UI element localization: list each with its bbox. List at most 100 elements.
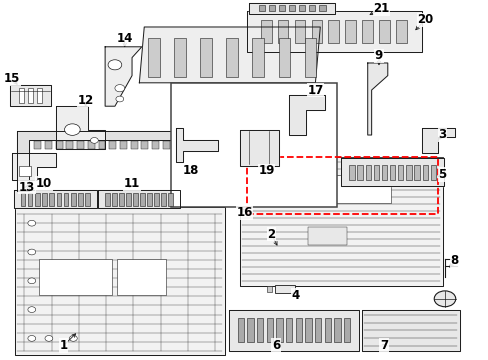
Bar: [174, 38, 185, 77]
Bar: [307, 227, 346, 245]
Bar: [39, 259, 112, 295]
Bar: [288, 5, 295, 11]
Circle shape: [115, 85, 124, 92]
Polygon shape: [15, 207, 224, 355]
Text: 11: 11: [123, 177, 140, 190]
Text: 8: 8: [450, 255, 458, 267]
Bar: [133, 193, 137, 206]
Bar: [357, 165, 362, 180]
Text: 20: 20: [416, 13, 433, 26]
Bar: [161, 193, 165, 206]
Text: 5: 5: [438, 168, 446, 181]
Text: 17: 17: [306, 84, 323, 96]
Bar: [311, 20, 322, 43]
Bar: [28, 88, 33, 103]
Bar: [49, 193, 54, 206]
Bar: [334, 318, 340, 342]
Polygon shape: [367, 63, 387, 135]
Bar: [154, 193, 159, 206]
Bar: [373, 165, 378, 180]
Bar: [397, 165, 403, 180]
Bar: [237, 318, 244, 342]
Bar: [276, 318, 282, 342]
Bar: [378, 20, 389, 43]
Bar: [126, 193, 130, 206]
Bar: [365, 165, 370, 180]
Bar: [389, 165, 394, 180]
Bar: [77, 141, 84, 149]
Bar: [285, 318, 292, 342]
Bar: [147, 193, 151, 206]
Text: 15: 15: [4, 72, 20, 85]
Bar: [42, 193, 47, 206]
Bar: [247, 318, 253, 342]
Bar: [278, 38, 290, 77]
Circle shape: [108, 60, 122, 70]
Bar: [140, 193, 144, 206]
Polygon shape: [105, 47, 142, 106]
Circle shape: [28, 249, 36, 255]
Bar: [277, 20, 288, 43]
Bar: [348, 165, 354, 180]
Bar: [257, 318, 263, 342]
Bar: [406, 165, 411, 180]
Polygon shape: [239, 130, 278, 166]
Bar: [117, 259, 166, 295]
Circle shape: [90, 138, 98, 143]
Bar: [20, 193, 25, 206]
Polygon shape: [341, 158, 443, 186]
Bar: [34, 141, 41, 149]
Bar: [345, 20, 355, 43]
Text: 7: 7: [379, 339, 387, 352]
Text: 19: 19: [258, 165, 274, 177]
Circle shape: [69, 336, 77, 341]
Text: 10: 10: [36, 177, 52, 190]
Bar: [112, 193, 116, 206]
Polygon shape: [239, 157, 442, 286]
Text: 1: 1: [60, 339, 67, 352]
Bar: [152, 141, 159, 149]
Text: 9: 9: [374, 49, 382, 62]
Text: 16: 16: [236, 206, 252, 219]
Bar: [299, 5, 305, 11]
Bar: [304, 38, 316, 77]
Text: 12: 12: [77, 94, 94, 107]
Bar: [266, 286, 272, 292]
Bar: [266, 318, 273, 342]
Bar: [324, 318, 330, 342]
Bar: [37, 88, 42, 103]
Circle shape: [28, 336, 36, 341]
Bar: [258, 5, 264, 11]
Bar: [19, 166, 31, 176]
Bar: [109, 141, 116, 149]
Bar: [381, 165, 386, 180]
Bar: [200, 38, 212, 77]
Bar: [63, 193, 68, 206]
Polygon shape: [288, 95, 325, 135]
Bar: [141, 141, 148, 149]
Polygon shape: [14, 190, 97, 208]
Bar: [278, 5, 285, 11]
Bar: [119, 193, 123, 206]
Bar: [88, 141, 95, 149]
Bar: [78, 193, 82, 206]
Bar: [328, 20, 338, 43]
Bar: [168, 193, 172, 206]
Polygon shape: [17, 131, 193, 191]
Circle shape: [433, 291, 455, 307]
Bar: [430, 165, 435, 180]
Bar: [148, 38, 160, 77]
Bar: [130, 141, 137, 149]
Bar: [362, 20, 372, 43]
Bar: [294, 20, 305, 43]
Bar: [45, 141, 52, 149]
Text: 21: 21: [372, 3, 389, 15]
Bar: [66, 141, 73, 149]
Circle shape: [45, 336, 53, 341]
Polygon shape: [228, 310, 359, 351]
Bar: [395, 20, 406, 43]
Text: 14: 14: [116, 32, 133, 45]
Bar: [173, 141, 180, 149]
Bar: [71, 193, 76, 206]
Circle shape: [116, 96, 123, 102]
